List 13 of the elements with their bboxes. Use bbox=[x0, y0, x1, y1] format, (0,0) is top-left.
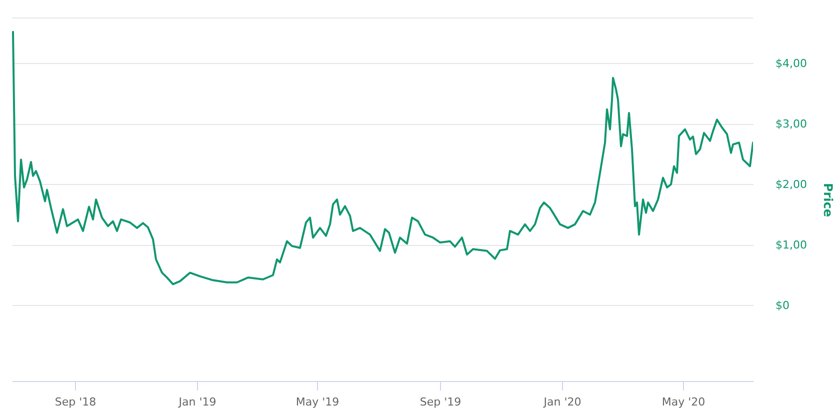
x-tick-label: May '19 bbox=[296, 396, 340, 408]
x-tick-label: Sep '19 bbox=[420, 396, 462, 408]
y-tick-label: $4,00 bbox=[776, 56, 807, 70]
x-tick-label: Jan '19 bbox=[178, 396, 216, 408]
x-tick-label: Jan '20 bbox=[542, 396, 582, 408]
line-series bbox=[12, 30, 753, 286]
y-tick-label: $0 bbox=[776, 298, 790, 312]
y-tick-label: $2,00 bbox=[776, 178, 807, 191]
x-tick-label: May '20 bbox=[662, 396, 706, 408]
x-tick-label: Sep '18 bbox=[54, 396, 96, 408]
y-tick-label: $3,00 bbox=[776, 117, 807, 130]
y-tick-label: $1,00 bbox=[776, 238, 807, 252]
y-axis-title: Price bbox=[820, 182, 835, 218]
